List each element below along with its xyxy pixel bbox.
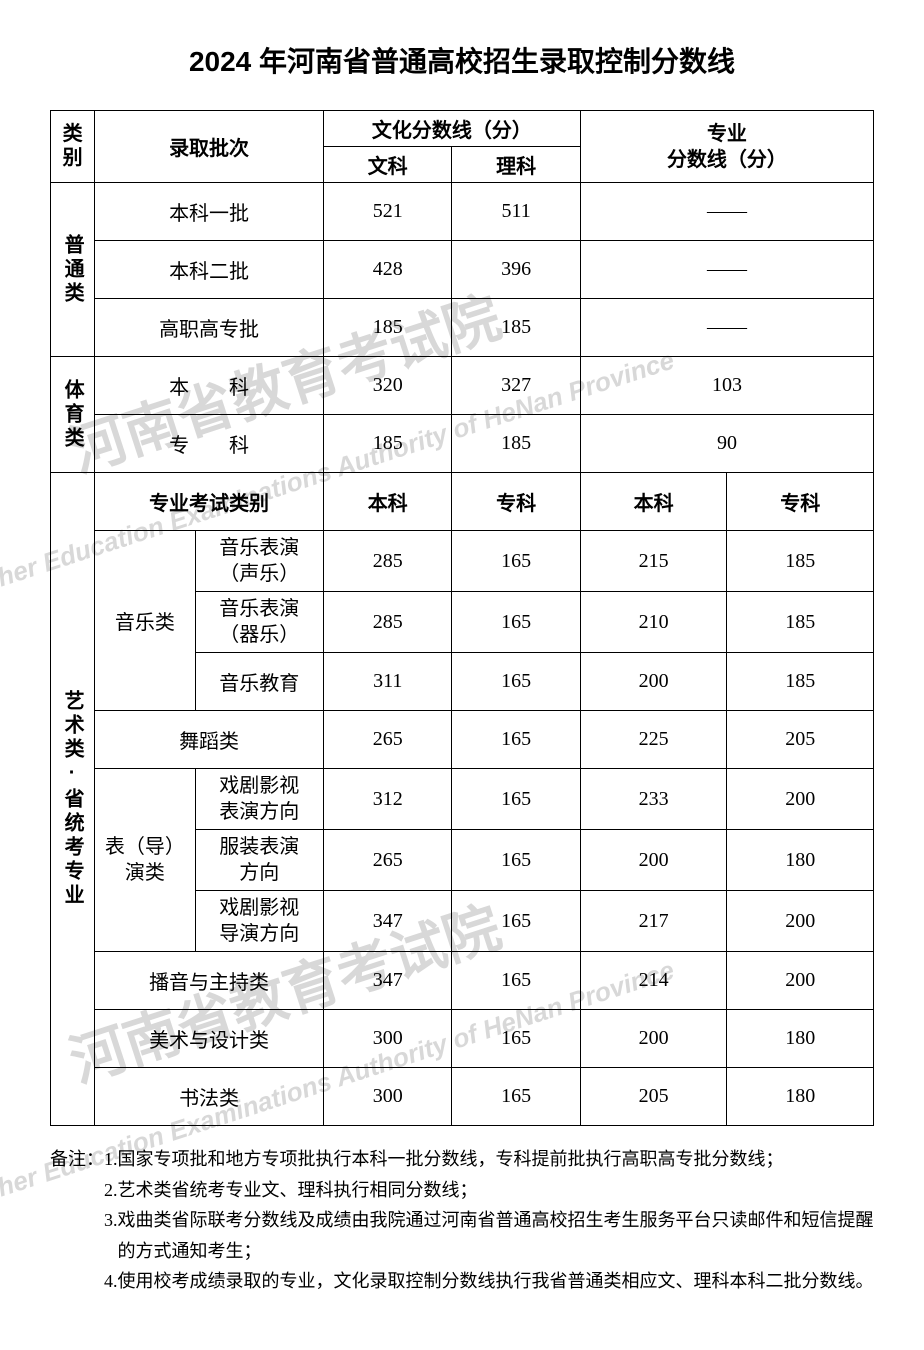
notes-label: 备注： bbox=[50, 1144, 104, 1297]
cell: 185 bbox=[727, 531, 874, 592]
cell: 165 bbox=[452, 1068, 580, 1126]
cat-art: 艺术类·省统考专业 bbox=[51, 473, 95, 1126]
score-table: 类别 录取批次 文化分数线（分） 专业分数线（分） 文科 理科 普通类 本科一批… bbox=[50, 110, 874, 1126]
cell: 185 bbox=[323, 415, 451, 473]
cell: 本科二批 bbox=[95, 241, 324, 299]
cell: 217 bbox=[580, 891, 727, 952]
cell: 书法类 bbox=[95, 1068, 324, 1126]
cell: 185 bbox=[323, 299, 451, 357]
cell: 210 bbox=[580, 592, 727, 653]
cell: 215 bbox=[580, 531, 727, 592]
note-text: 戏曲类省际联考分数线及成绩由我院通过河南省普通高校招生考生服务平台只读邮件和短信… bbox=[118, 1205, 875, 1266]
cell: 285 bbox=[323, 531, 451, 592]
hdr-category: 类别 bbox=[51, 111, 95, 183]
cell: 205 bbox=[580, 1068, 727, 1126]
cell: 服装表演方向 bbox=[195, 830, 323, 891]
group-perform: 表（导）演类 bbox=[95, 769, 195, 952]
cell: 戏剧影视导演方向 bbox=[195, 891, 323, 952]
cell: 200 bbox=[727, 891, 874, 952]
cell: 165 bbox=[452, 830, 580, 891]
cell: 165 bbox=[452, 653, 580, 711]
cell: 90 bbox=[580, 415, 873, 473]
cell: 320 bbox=[323, 357, 451, 415]
cell: 180 bbox=[727, 1010, 874, 1068]
hdr-culture: 文化分数线（分） bbox=[323, 111, 580, 147]
cell: 200 bbox=[727, 952, 874, 1010]
note-num: 2. bbox=[104, 1175, 118, 1206]
hdr-benke: 本科 bbox=[323, 473, 451, 531]
cell: 165 bbox=[452, 769, 580, 830]
note-num: 3. bbox=[104, 1205, 118, 1266]
hdr-batch: 录取批次 bbox=[95, 111, 324, 183]
page-title: 2024 年河南省普通高校招生录取控制分数线 bbox=[50, 40, 874, 80]
note-text: 国家专项批和地方专项批执行本科一批分数线，专科提前批执行高职高专批分数线； bbox=[118, 1144, 875, 1175]
hdr-exam-type: 专业考试类别 bbox=[95, 473, 324, 531]
cell: 本科一批 bbox=[95, 183, 324, 241]
cell: 185 bbox=[452, 299, 580, 357]
hdr-zhuanke: 专科 bbox=[452, 473, 580, 531]
cell: 200 bbox=[580, 830, 727, 891]
cell: —— bbox=[580, 241, 873, 299]
cell: 音乐表演（声乐） bbox=[195, 531, 323, 592]
cell: 311 bbox=[323, 653, 451, 711]
cell: 音乐教育 bbox=[195, 653, 323, 711]
cell: 专 科 bbox=[95, 415, 324, 473]
cell: 312 bbox=[323, 769, 451, 830]
cell: 185 bbox=[727, 653, 874, 711]
notes: 备注： 1. 国家专项批和地方专项批执行本科一批分数线，专科提前批执行高职高专批… bbox=[50, 1144, 874, 1297]
cell: 511 bbox=[452, 183, 580, 241]
cell: 185 bbox=[452, 415, 580, 473]
cell: 347 bbox=[323, 891, 451, 952]
cell: 225 bbox=[580, 711, 727, 769]
cell: 265 bbox=[323, 711, 451, 769]
cell: 高职高专批 bbox=[95, 299, 324, 357]
cell: 165 bbox=[452, 592, 580, 653]
cell: 347 bbox=[323, 952, 451, 1010]
cell: 214 bbox=[580, 952, 727, 1010]
group-music: 音乐类 bbox=[95, 531, 195, 711]
note-num: 1. bbox=[104, 1144, 118, 1175]
note-text: 使用校考成绩录取的专业，文化录取控制分数线执行我省普通类相应文、理科本科二批分数… bbox=[118, 1266, 875, 1297]
cell: 音乐表演（器乐） bbox=[195, 592, 323, 653]
cell: 521 bbox=[323, 183, 451, 241]
cell: 285 bbox=[323, 592, 451, 653]
cell: 165 bbox=[452, 952, 580, 1010]
cell: —— bbox=[580, 299, 873, 357]
cat-general: 普通类 bbox=[51, 183, 95, 357]
hdr-benke: 本科 bbox=[580, 473, 727, 531]
cell: 327 bbox=[452, 357, 580, 415]
note-text: 艺术类省统考专业文、理科执行相同分数线； bbox=[118, 1175, 875, 1206]
cell: 200 bbox=[727, 769, 874, 830]
cell: 165 bbox=[452, 1010, 580, 1068]
cell: 180 bbox=[727, 1068, 874, 1126]
cell: 戏剧影视表演方向 bbox=[195, 769, 323, 830]
cell: 播音与主持类 bbox=[95, 952, 324, 1010]
cell: 265 bbox=[323, 830, 451, 891]
cell: 165 bbox=[452, 891, 580, 952]
cell: 300 bbox=[323, 1068, 451, 1126]
hdr-li: 理科 bbox=[452, 147, 580, 183]
cell: 396 bbox=[452, 241, 580, 299]
cell: 205 bbox=[727, 711, 874, 769]
cell: 200 bbox=[580, 1010, 727, 1068]
cell: —— bbox=[580, 183, 873, 241]
cell: 165 bbox=[452, 531, 580, 592]
cell: 165 bbox=[452, 711, 580, 769]
cell: 103 bbox=[580, 357, 873, 415]
cell: 200 bbox=[580, 653, 727, 711]
cell: 428 bbox=[323, 241, 451, 299]
hdr-pro: 专业分数线（分） bbox=[580, 111, 873, 183]
hdr-wen: 文科 bbox=[323, 147, 451, 183]
cell: 舞蹈类 bbox=[95, 711, 324, 769]
cell: 美术与设计类 bbox=[95, 1010, 324, 1068]
cell: 233 bbox=[580, 769, 727, 830]
cat-sports: 体育类 bbox=[51, 357, 95, 473]
cell: 185 bbox=[727, 592, 874, 653]
hdr-zhuanke: 专科 bbox=[727, 473, 874, 531]
cell: 本 科 bbox=[95, 357, 324, 415]
note-num: 4. bbox=[104, 1266, 118, 1297]
cell: 180 bbox=[727, 830, 874, 891]
cell: 300 bbox=[323, 1010, 451, 1068]
